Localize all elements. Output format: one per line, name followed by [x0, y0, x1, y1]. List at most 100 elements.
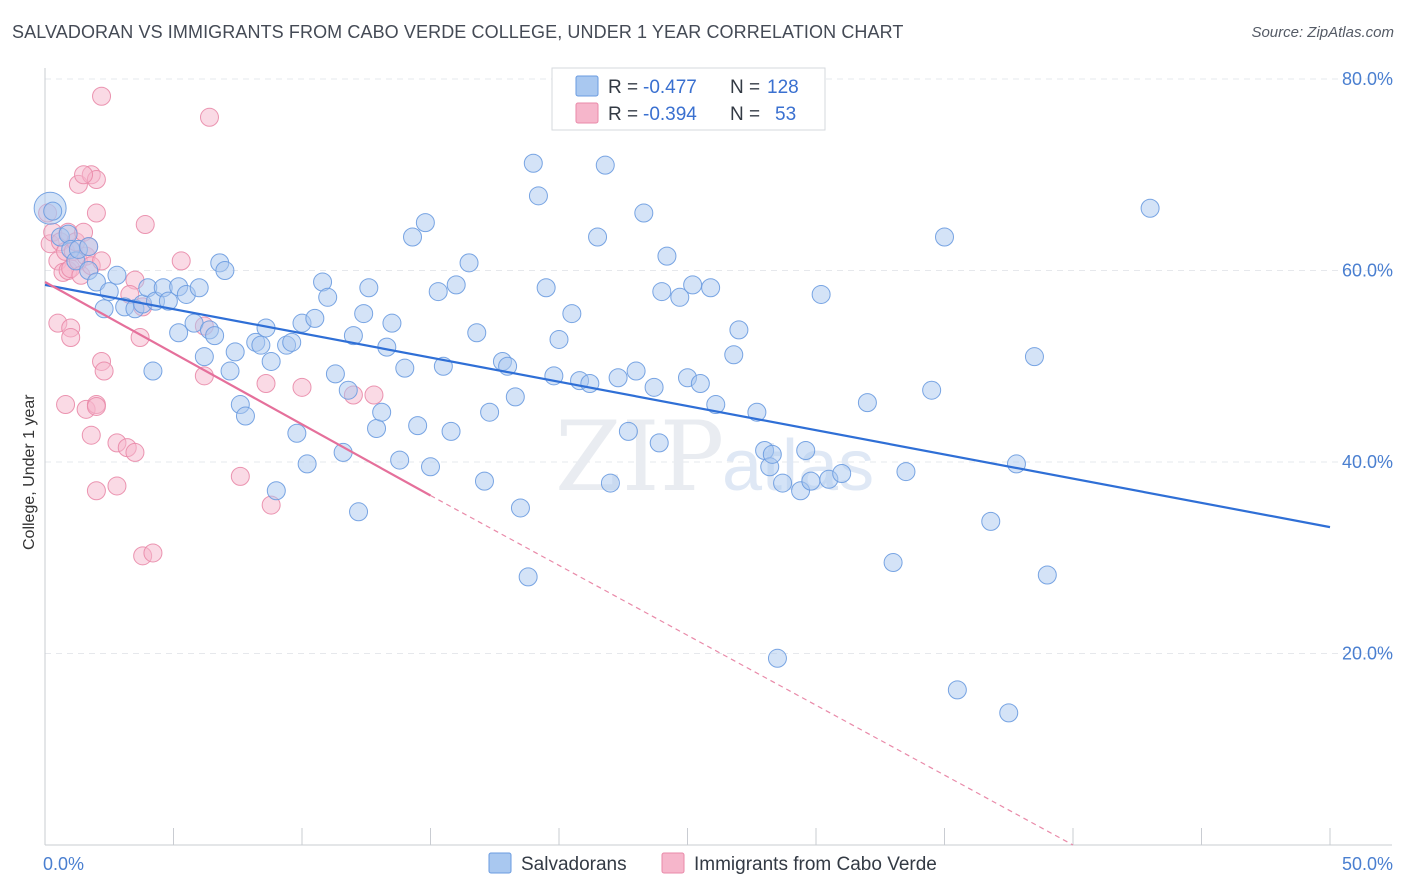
salvadoran-point	[595, 155, 615, 175]
salvadoran-point	[318, 287, 338, 307]
salvadoran-point	[523, 153, 543, 173]
salvadoran-point	[282, 332, 302, 352]
cabo-verde-point	[125, 442, 145, 462]
cabo-verde-point	[135, 215, 155, 235]
trend-lines	[44, 281, 1331, 846]
cabo-verde-point	[199, 107, 219, 127]
legend-n-label-1: N =	[730, 77, 760, 98]
salvadoran-point	[43, 201, 63, 221]
y-tick-label-1: 40.0%	[1342, 452, 1393, 472]
salvadoran-point	[158, 291, 178, 311]
salvadoran-point	[588, 227, 608, 247]
salvadoran-point	[608, 368, 628, 388]
cabo-verde-point	[143, 543, 163, 563]
salvadoran-point	[480, 402, 500, 422]
salvadoran-point	[474, 471, 494, 491]
salvadoran-point	[367, 418, 387, 438]
salvadoran-point	[372, 402, 392, 422]
salvadoran-point	[747, 402, 767, 422]
cabo-verde-point	[86, 203, 106, 223]
cabo-verde-point	[81, 425, 101, 445]
legend-r-value-1: -0.477	[643, 77, 697, 98]
salvadoran-point	[706, 395, 726, 415]
y-tick-label-0: 20.0%	[1342, 644, 1393, 664]
salvadoran-point	[510, 498, 530, 518]
x-tick-label-0: 0.0%	[43, 854, 84, 874]
salvadoran-point	[428, 282, 448, 302]
salvadoran-point	[194, 347, 214, 367]
salvadoran-point	[467, 323, 487, 343]
legend-swatch-cabo-verde	[575, 102, 599, 124]
salvadoran-point	[225, 342, 245, 362]
salvadoran-point	[670, 287, 690, 307]
salvadoran-point	[1037, 565, 1057, 585]
salvadoran-point	[189, 278, 209, 298]
cabo-verde-point	[74, 165, 94, 185]
salvadoran-point	[518, 567, 538, 587]
cabo-verde-point	[61, 328, 81, 348]
salvadoran-point	[297, 454, 317, 474]
cabo-verde-point	[56, 395, 76, 415]
watermark-zip: ZIP	[555, 401, 724, 513]
chart-title: SALVADORAN VS IMMIGRANTS FROM CABO VERDE…	[12, 22, 904, 42]
salvadoran-point	[403, 227, 423, 247]
salvadoran-point	[1024, 347, 1044, 367]
salvadoran-point	[549, 329, 569, 349]
salvadoran-point	[86, 272, 106, 292]
cabo-verde-point	[86, 396, 106, 416]
y-axis-label: College, Under 1 year	[21, 394, 38, 550]
legend-bottom-label-salvadorans: Salvadorans	[521, 854, 627, 875]
salvadoran-point	[600, 473, 620, 493]
legend-bottom-swatch-cabo-verde	[661, 852, 685, 874]
series-legend: Salvadorans Immigrants from Cabo Verde	[488, 852, 937, 875]
salvadoran-point	[287, 423, 307, 443]
salvadoran-point	[652, 282, 672, 302]
legend-bottom-label-cabo-verde: Immigrants from Cabo Verde	[694, 854, 937, 875]
cabo-verde-point	[256, 373, 276, 393]
salvadoran-point	[922, 380, 942, 400]
trend-line-salvadorans	[44, 283, 1331, 529]
legend-bottom-swatch-salvadorans	[488, 852, 512, 874]
salvadoran-point	[205, 326, 225, 346]
salvadoran-point	[1140, 198, 1160, 218]
salvadoran-point	[626, 361, 646, 381]
salvadoran-point	[261, 351, 281, 371]
salvadoran-point	[762, 444, 782, 464]
trend-line-cabo-verde-extrapolated	[430, 494, 1074, 846]
salvadoran-point	[235, 406, 255, 426]
cabo-verde-point	[107, 476, 127, 496]
salvadoran-point	[349, 502, 369, 522]
legend-n-value-2: 53	[775, 104, 796, 125]
legend-n-label-2: N =	[730, 104, 760, 125]
chart-source: Source: ZipAtlas.com	[1251, 24, 1394, 41]
legend-n-value-1: 128	[767, 77, 799, 98]
salvadoran-point	[649, 433, 669, 453]
salvadoran-point	[634, 203, 654, 223]
salvadoran-point	[390, 450, 410, 470]
y-tick-label-2: 60.0%	[1342, 261, 1393, 281]
salvadoran-point	[773, 473, 793, 493]
salvadoran-point	[896, 462, 916, 482]
salvadoran-point	[562, 304, 582, 324]
correlation-legend: R = -0.477 N = 128 R = -0.394 N = 53	[551, 67, 826, 131]
salvadoran-point	[305, 308, 325, 328]
salvadoran-point	[690, 373, 710, 393]
salvadoran-point	[79, 237, 99, 257]
salvadoran-point	[796, 441, 816, 461]
salvadoran-point	[724, 345, 744, 365]
salvadoran-point	[415, 213, 435, 233]
salvadoran-point	[446, 275, 466, 295]
salvadoran-point	[657, 246, 677, 266]
salvadoran-point	[729, 320, 749, 340]
grid-lines	[45, 78, 1392, 654]
salvadoran-point	[359, 278, 379, 298]
legend-r-label-2: R =	[608, 104, 638, 125]
salvadoran-point	[981, 511, 1001, 531]
x-tick-labels: 0.0% 50.0%	[43, 854, 1393, 874]
cabo-verde-point	[364, 385, 384, 405]
salvadoran-point	[618, 421, 638, 441]
cabo-verde-point	[94, 361, 114, 381]
salvadoran-point	[441, 421, 461, 441]
salvadoran-point	[382, 313, 402, 333]
